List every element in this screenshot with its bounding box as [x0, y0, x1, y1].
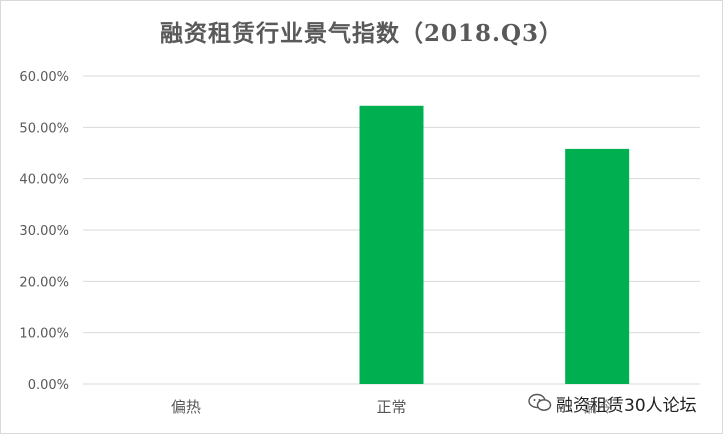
bars — [359, 105, 630, 385]
y-tick-label: 0.00% — [28, 378, 69, 393]
y-tick-label: 10.00% — [19, 327, 69, 342]
watermark: 融资租赁30人论坛 — [528, 390, 697, 416]
bar-2 — [359, 105, 424, 385]
watermark-text: 融资租赁30人论坛 — [556, 395, 697, 416]
x-axis-categories: 偏热 正常 偏冷 — [171, 398, 612, 416]
bar-3 — [565, 148, 630, 384]
x-category-label: 偏冷 — [582, 398, 612, 416]
x-category-label: 偏热 — [171, 398, 201, 416]
y-tick-label: 50.00% — [19, 121, 69, 136]
y-tick-label: 20.00% — [19, 275, 69, 290]
wechat-icon — [528, 393, 552, 411]
y-tick-label: 60.00% — [19, 70, 69, 85]
x-category-label: 正常 — [376, 398, 406, 416]
y-tick-label: 30.00% — [19, 224, 69, 239]
y-axis-ticks: 0.00% 10.00% 20.00% 30.00% 40.00% 50.00% 60.00… — [19, 70, 69, 393]
chart-title: 融资租赁行业景气指数（2018.Q3） — [159, 20, 564, 47]
y-tick-label: 40.00% — [19, 173, 69, 188]
